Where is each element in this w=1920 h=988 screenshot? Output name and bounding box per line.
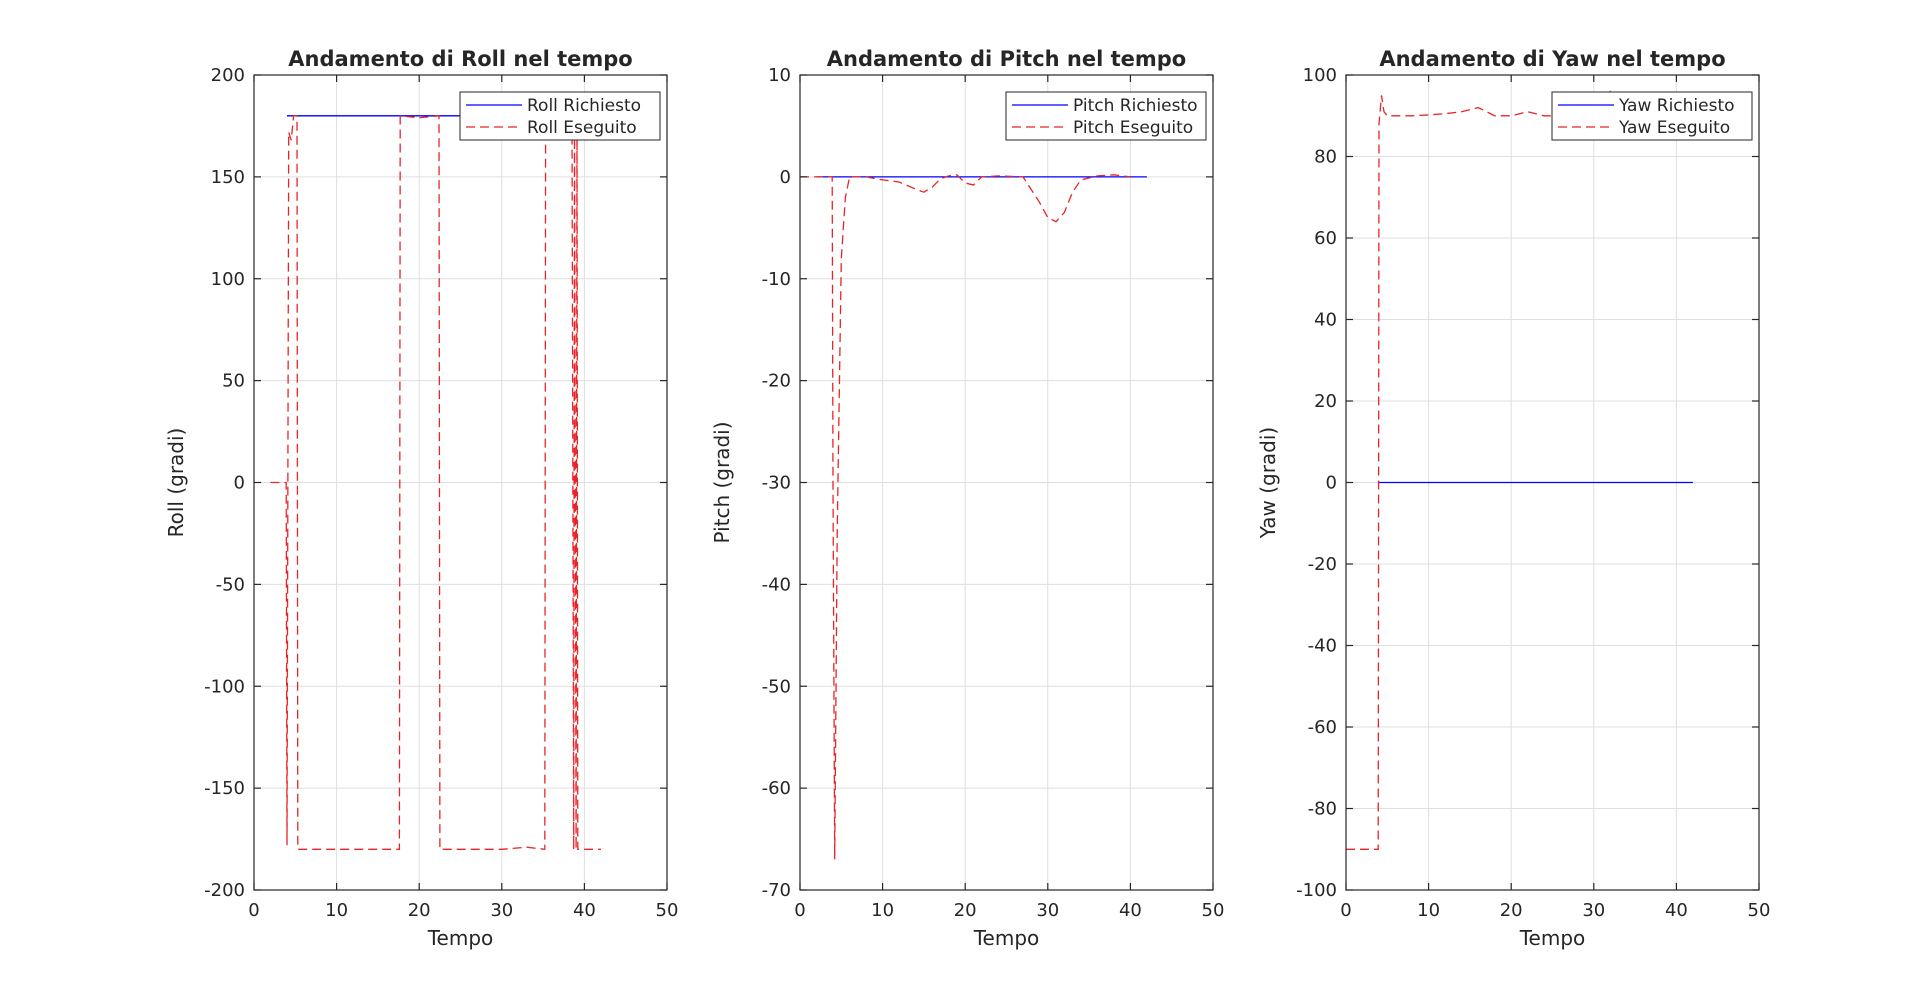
yaw-x-tick-label: 20 xyxy=(1500,900,1523,921)
pitch-x-tick-label: 0 xyxy=(794,900,805,921)
roll-y-tick-label: 200 xyxy=(211,65,245,86)
pitch-x-tick-label: 50 xyxy=(1202,900,1225,921)
pitch-y-tick-label: 0 xyxy=(780,167,791,188)
yaw-chart: 0 10 20 30 40 50 -100 -80 -60 -40 -20 0 20 40 60 80 100 A… xyxy=(1256,47,1770,950)
pitch-x-tick-label: 40 xyxy=(1119,900,1142,921)
roll-y-tick-label: 50 xyxy=(222,371,245,392)
yaw-x-tick-label: 10 xyxy=(1417,900,1440,921)
pitch-y-axis-label: Pitch (gradi) xyxy=(710,421,734,543)
pitch-y-tick-label: -50 xyxy=(762,676,791,697)
pitch-series-group xyxy=(800,174,1147,860)
yaw-y-tick-label: 0 xyxy=(1326,473,1337,494)
roll-y-tick-label: 150 xyxy=(211,167,245,188)
yaw-y-tick-label: 80 xyxy=(1314,147,1337,168)
yaw-y-tick-label: 40 xyxy=(1314,310,1337,331)
yaw-y-tick-label: -20 xyxy=(1308,554,1337,575)
roll-x-axis-label: Tempo xyxy=(427,926,494,950)
pitch-x-tick-label: 20 xyxy=(954,900,977,921)
roll-y-tick-label: -50 xyxy=(216,574,245,595)
roll-y-tick-label: -100 xyxy=(204,676,245,697)
yaw-executed-line xyxy=(1346,90,1628,850)
pitch-x-tick-label: 30 xyxy=(1036,900,1059,921)
pitch-y-tick-label: 10 xyxy=(768,65,791,86)
yaw-x-axis-label: Tempo xyxy=(1519,926,1586,950)
yaw-y-tick-label: -40 xyxy=(1308,636,1337,657)
pitch-y-tick-label: -10 xyxy=(762,269,791,290)
yaw-y-tick-label: 20 xyxy=(1314,391,1337,412)
pitch-executed-line xyxy=(800,174,1131,860)
pitch-legend-box xyxy=(1005,91,1207,141)
roll-legend-label: Roll Richiesto xyxy=(527,96,641,116)
yaw-y-tick-label: -80 xyxy=(1308,799,1337,820)
pitch-y-tick-label: -60 xyxy=(762,778,791,799)
roll-x-tick-label: 30 xyxy=(490,900,513,921)
yaw-legend-box xyxy=(1551,91,1753,141)
roll-y-tick-label: -200 xyxy=(204,880,245,901)
pitch-y-tick-label: -40 xyxy=(762,574,791,595)
pitch-y-tick-label: -20 xyxy=(762,371,791,392)
yaw-legend-label: Yaw Eseguito xyxy=(1618,118,1730,138)
roll-legend-box xyxy=(459,91,661,141)
yaw-x-tick-label: 50 xyxy=(1748,900,1771,921)
roll-x-tick-label: 50 xyxy=(656,900,679,921)
pitch-chart-title: Andamento di Pitch nel tempo xyxy=(827,47,1186,71)
roll-y-tick-label: 100 xyxy=(211,269,245,290)
yaw-y-tick-label: -100 xyxy=(1296,880,1337,901)
pitch-chart: 0 10 20 30 40 50 -70 -60 -50 -40 -30 -20 -10 0 10 Andam… xyxy=(710,47,1224,950)
roll-x-tick-label: 10 xyxy=(325,900,348,921)
pitch-legend-label: Pitch Richiesto xyxy=(1073,96,1198,116)
roll-y-tick-label: 0 xyxy=(234,473,245,494)
yaw-y-tick-label: 100 xyxy=(1303,65,1337,86)
yaw-x-tick-label: 0 xyxy=(1340,900,1351,921)
yaw-y-tick-label: 60 xyxy=(1314,228,1337,249)
roll-legend-label: Roll Eseguito xyxy=(527,118,637,138)
roll-x-tick-label: 0 xyxy=(248,900,259,921)
roll-y-tick-label: -150 xyxy=(204,778,245,799)
yaw-series-group xyxy=(1346,90,1693,850)
pitch-y-tick-label: -70 xyxy=(762,880,791,901)
yaw-x-tick-label: 40 xyxy=(1665,900,1688,921)
pitch-x-tick-label: 10 xyxy=(871,900,894,921)
pitch-x-axis-label: Tempo xyxy=(973,926,1040,950)
roll-chart: 0 10 20 30 40 50 -200 -150 -100 -50 0 50 100 150 200 An… xyxy=(164,47,678,950)
yaw-y-tick-label: -60 xyxy=(1308,717,1337,738)
yaw-y-axis-label: Yaw (gradi) xyxy=(1256,427,1280,539)
roll-x-tick-label: 20 xyxy=(408,900,431,921)
roll-chart-title: Andamento di Roll nel tempo xyxy=(288,47,632,71)
yaw-chart-title: Andamento di Yaw nel tempo xyxy=(1379,47,1725,71)
yaw-x-tick-label: 30 xyxy=(1582,900,1605,921)
pitch-legend-label: Pitch Eseguito xyxy=(1073,118,1193,138)
roll-y-axis-label: Roll (gradi) xyxy=(164,428,188,538)
pitch-y-tick-label: -30 xyxy=(762,473,791,494)
roll-x-tick-label: 40 xyxy=(573,900,596,921)
roll-executed-line xyxy=(270,115,601,851)
yaw-legend-label: Yaw Richiesto xyxy=(1618,96,1735,116)
